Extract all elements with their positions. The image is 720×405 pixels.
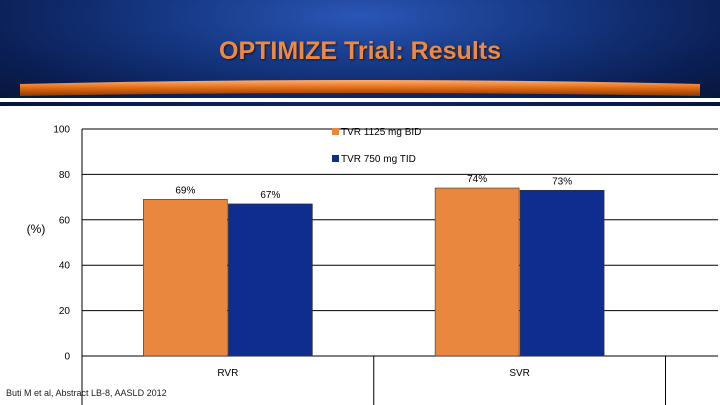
slide-title: OPTIMIZE Trial: Results: [219, 37, 501, 65]
y-tick-label-100: 100: [53, 125, 70, 136]
orange-banner-stripe: [0, 80, 720, 102]
data-label-rvr-series-2: 67%: [260, 190, 280, 201]
y-axis-label: (%): [27, 222, 46, 236]
y-tick-label-60: 60: [59, 215, 71, 226]
data-label-svr-series-1: 74%: [467, 174, 487, 185]
y-tick-label-0: 0: [64, 352, 70, 363]
bar-rvr-series-1: [143, 199, 228, 357]
slide-header: OPTIMIZE Trial: Results: [0, 0, 720, 106]
y-tick-label-40: 40: [59, 261, 71, 272]
footnote: Buti M et al, Abstract LB-8, AASLD 2012: [6, 388, 167, 398]
y-tick-label-20: 20: [59, 306, 71, 317]
chart-area: 0 20 40 60 80 100 (%) 69% 67% RVR 74% 73% SVR TVR 112…: [0, 106, 720, 405]
bar-rvr-series-2: [228, 203, 313, 357]
data-label-rvr-series-1: 69%: [175, 185, 195, 196]
bar-svr-series-2: [519, 189, 605, 357]
y-tick-label-80: 80: [59, 170, 71, 181]
category-label-rvr: RVR: [217, 368, 238, 379]
legend-label-2: TVR 750 mg TID: [341, 154, 416, 165]
category-label-svr: SVR: [509, 368, 530, 379]
bar-svr-series-1: [434, 187, 520, 357]
legend-label-1: TVR 1125 mg BID: [341, 127, 421, 138]
legend-swatch-1: [332, 128, 339, 135]
bar-chart: 0 20 40 60 80 100 (%) 69% 67% RVR 74% 73% SVR TVR 112…: [27, 125, 718, 405]
data-label-svr-series-2: 73%: [552, 176, 572, 187]
legend-swatch-2: [332, 155, 339, 162]
